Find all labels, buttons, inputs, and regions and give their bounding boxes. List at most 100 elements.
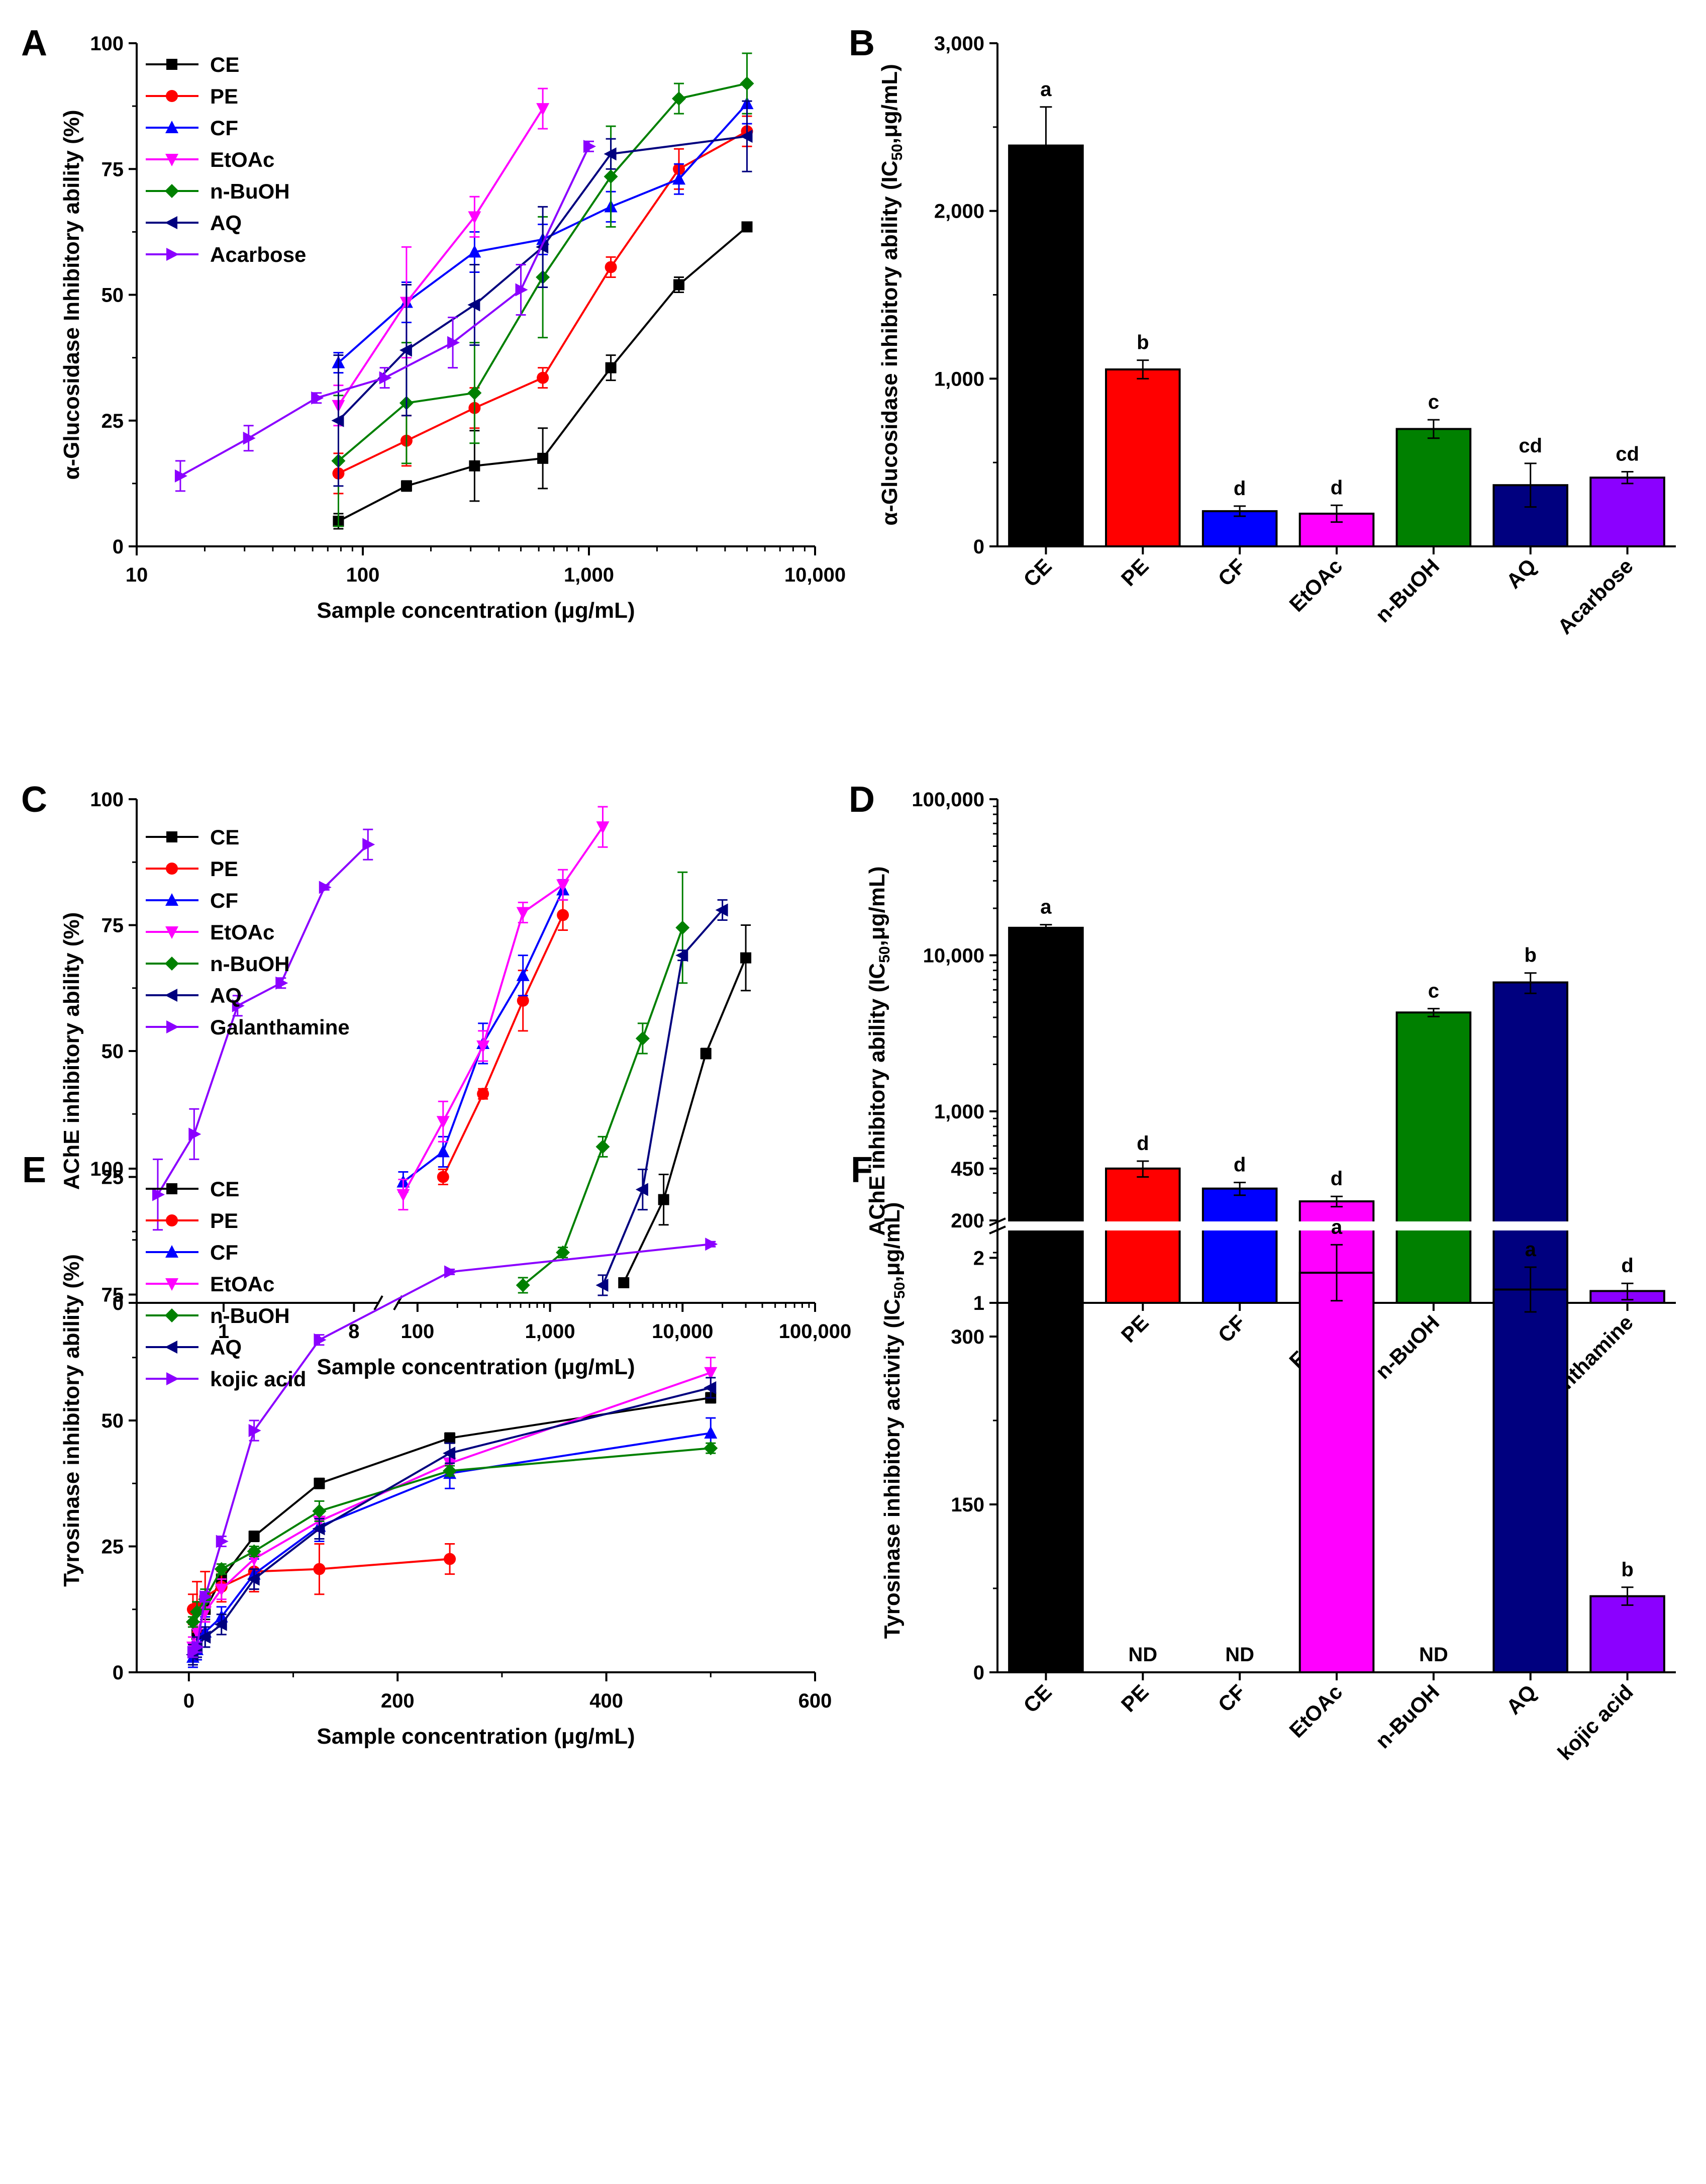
data-point	[468, 211, 481, 224]
panel-A: 0 25 50 75 100 10 100 1,000 10,000 Sample concent…	[21, 23, 846, 623]
data-point	[396, 1189, 410, 1202]
legend-marker	[166, 831, 177, 842]
x-tick-label: PE	[1117, 1310, 1153, 1347]
y-tick-label: 150	[951, 1494, 984, 1516]
data-point	[232, 999, 245, 1012]
y-tick-label: 10,000	[923, 944, 984, 967]
data-point	[467, 298, 480, 312]
legend-entry: CF	[210, 889, 238, 912]
x-tick-label: 100	[346, 564, 380, 586]
series-galanthamine	[152, 828, 375, 1231]
data-point	[605, 261, 617, 273]
bar-acarbose	[1589, 477, 1665, 547]
x-tick-label: 100	[400, 1320, 434, 1343]
y-tick-label: 25	[102, 1536, 124, 1558]
x-axis-label: Sample concentration (μg/mL)	[317, 1355, 635, 1379]
data-point	[515, 283, 528, 297]
legend-entry: AQ	[210, 984, 242, 1007]
legend-entry: EtOAc	[210, 1272, 274, 1296]
legend-marker	[165, 989, 177, 1002]
y-axis-label: Tyrosinase inhibitory activity (IC50,μg/…	[880, 1202, 908, 1639]
legend-entry: CF	[210, 116, 238, 140]
y-tick-label: 450	[951, 1158, 984, 1180]
data-point	[185, 1615, 200, 1629]
significance-letter: a	[1525, 1239, 1537, 1261]
data-point	[467, 386, 482, 400]
data-point	[247, 1572, 260, 1586]
series-etoac	[396, 806, 610, 1211]
data-point	[635, 1183, 648, 1196]
y-tick-label: 0	[973, 536, 984, 558]
data-point	[557, 909, 569, 921]
data-point	[190, 1604, 205, 1619]
y-tick-label: 2	[973, 1247, 984, 1269]
y-axis-label: α-Glucosidase inhibitory ability (IC50,μ…	[877, 64, 906, 526]
legend-entry: PE	[210, 1209, 238, 1232]
x-tick-label: 0	[183, 1690, 194, 1712]
significance-letter: a	[1040, 896, 1052, 918]
bar-kojic-acid	[1589, 1595, 1665, 1673]
bar-pe	[1105, 368, 1181, 548]
x-tick-label: kojic acid	[1553, 1680, 1638, 1765]
x-tick-label: CF	[1214, 1310, 1250, 1347]
y-tick-label: 75	[102, 158, 124, 180]
y-axis-label: AChE inhibitory ability (%)	[59, 912, 84, 1190]
series-etoac	[186, 1357, 718, 1658]
series-line	[601, 909, 724, 1286]
data-point	[556, 1245, 570, 1260]
panel-label: A	[21, 23, 47, 63]
legend-marker	[165, 121, 178, 133]
axis-break-gap	[982, 1221, 1681, 1230]
data-point	[516, 907, 530, 920]
data-point	[476, 1040, 490, 1053]
series-pe	[437, 899, 569, 1186]
data-point	[199, 1590, 213, 1603]
data-point	[704, 1441, 718, 1456]
x-tick-label: n-BuOH	[1371, 1680, 1444, 1753]
data-point	[658, 1194, 669, 1205]
y-axis-label: α-Glucosidase Inhibitory ability (%)	[59, 110, 84, 480]
data-point	[188, 1127, 202, 1141]
bar-cf	[1201, 1187, 1278, 1304]
y-tick-label: 100,000	[912, 789, 984, 811]
data-point	[740, 76, 754, 91]
legend-entry: AQ	[210, 1336, 242, 1359]
x-tick-label: 10,000	[784, 564, 846, 586]
significance-letter: d	[1331, 477, 1343, 499]
y-tick-label: 100	[90, 1158, 124, 1180]
bar-ce	[1008, 144, 1084, 547]
y-tick-label: 1,000	[934, 1101, 984, 1123]
data-point	[436, 1116, 450, 1129]
data-point	[191, 1640, 205, 1654]
series-ce	[618, 924, 752, 1288]
data-point	[605, 362, 617, 373]
x-tick-label: 1,000	[525, 1320, 575, 1343]
data-point	[215, 1583, 228, 1596]
x-tick-label: 400	[589, 1690, 623, 1712]
data-point	[516, 968, 530, 981]
legend-marker	[165, 216, 177, 229]
legend-entry: PE	[210, 857, 238, 881]
legend-entry: PE	[210, 84, 238, 108]
data-point	[536, 103, 550, 116]
data-point	[444, 1553, 456, 1565]
data-point	[314, 1478, 325, 1489]
x-tick-label: n-BuOH	[1371, 1310, 1444, 1383]
legend-marker	[165, 1278, 178, 1291]
data-point	[400, 480, 412, 492]
legend-marker	[165, 184, 179, 198]
legend-entry: n-BuOH	[210, 952, 290, 976]
bar-ce	[1008, 1303, 1084, 1674]
x-tick-label: PE	[1117, 1680, 1153, 1717]
panel-C: 0 25 50 75 100 1 8 100 1,000 10,000 100,000 Sample …	[21, 780, 851, 1379]
data-point	[740, 952, 752, 964]
data-point	[379, 371, 392, 385]
significance-letter: c	[1428, 391, 1439, 413]
data-point	[715, 903, 728, 917]
y-tick-label: 75	[102, 1284, 124, 1306]
legend-entry: kojic acid	[210, 1367, 306, 1391]
legend-entry: Galanthamine	[210, 1015, 350, 1039]
panel-D: 122001,00010,000100,000CEaPEdCFdEtOAcdn-…	[849, 780, 1681, 1426]
x-tick-label: EtOAc	[1284, 554, 1347, 616]
legend-marker	[166, 248, 179, 261]
